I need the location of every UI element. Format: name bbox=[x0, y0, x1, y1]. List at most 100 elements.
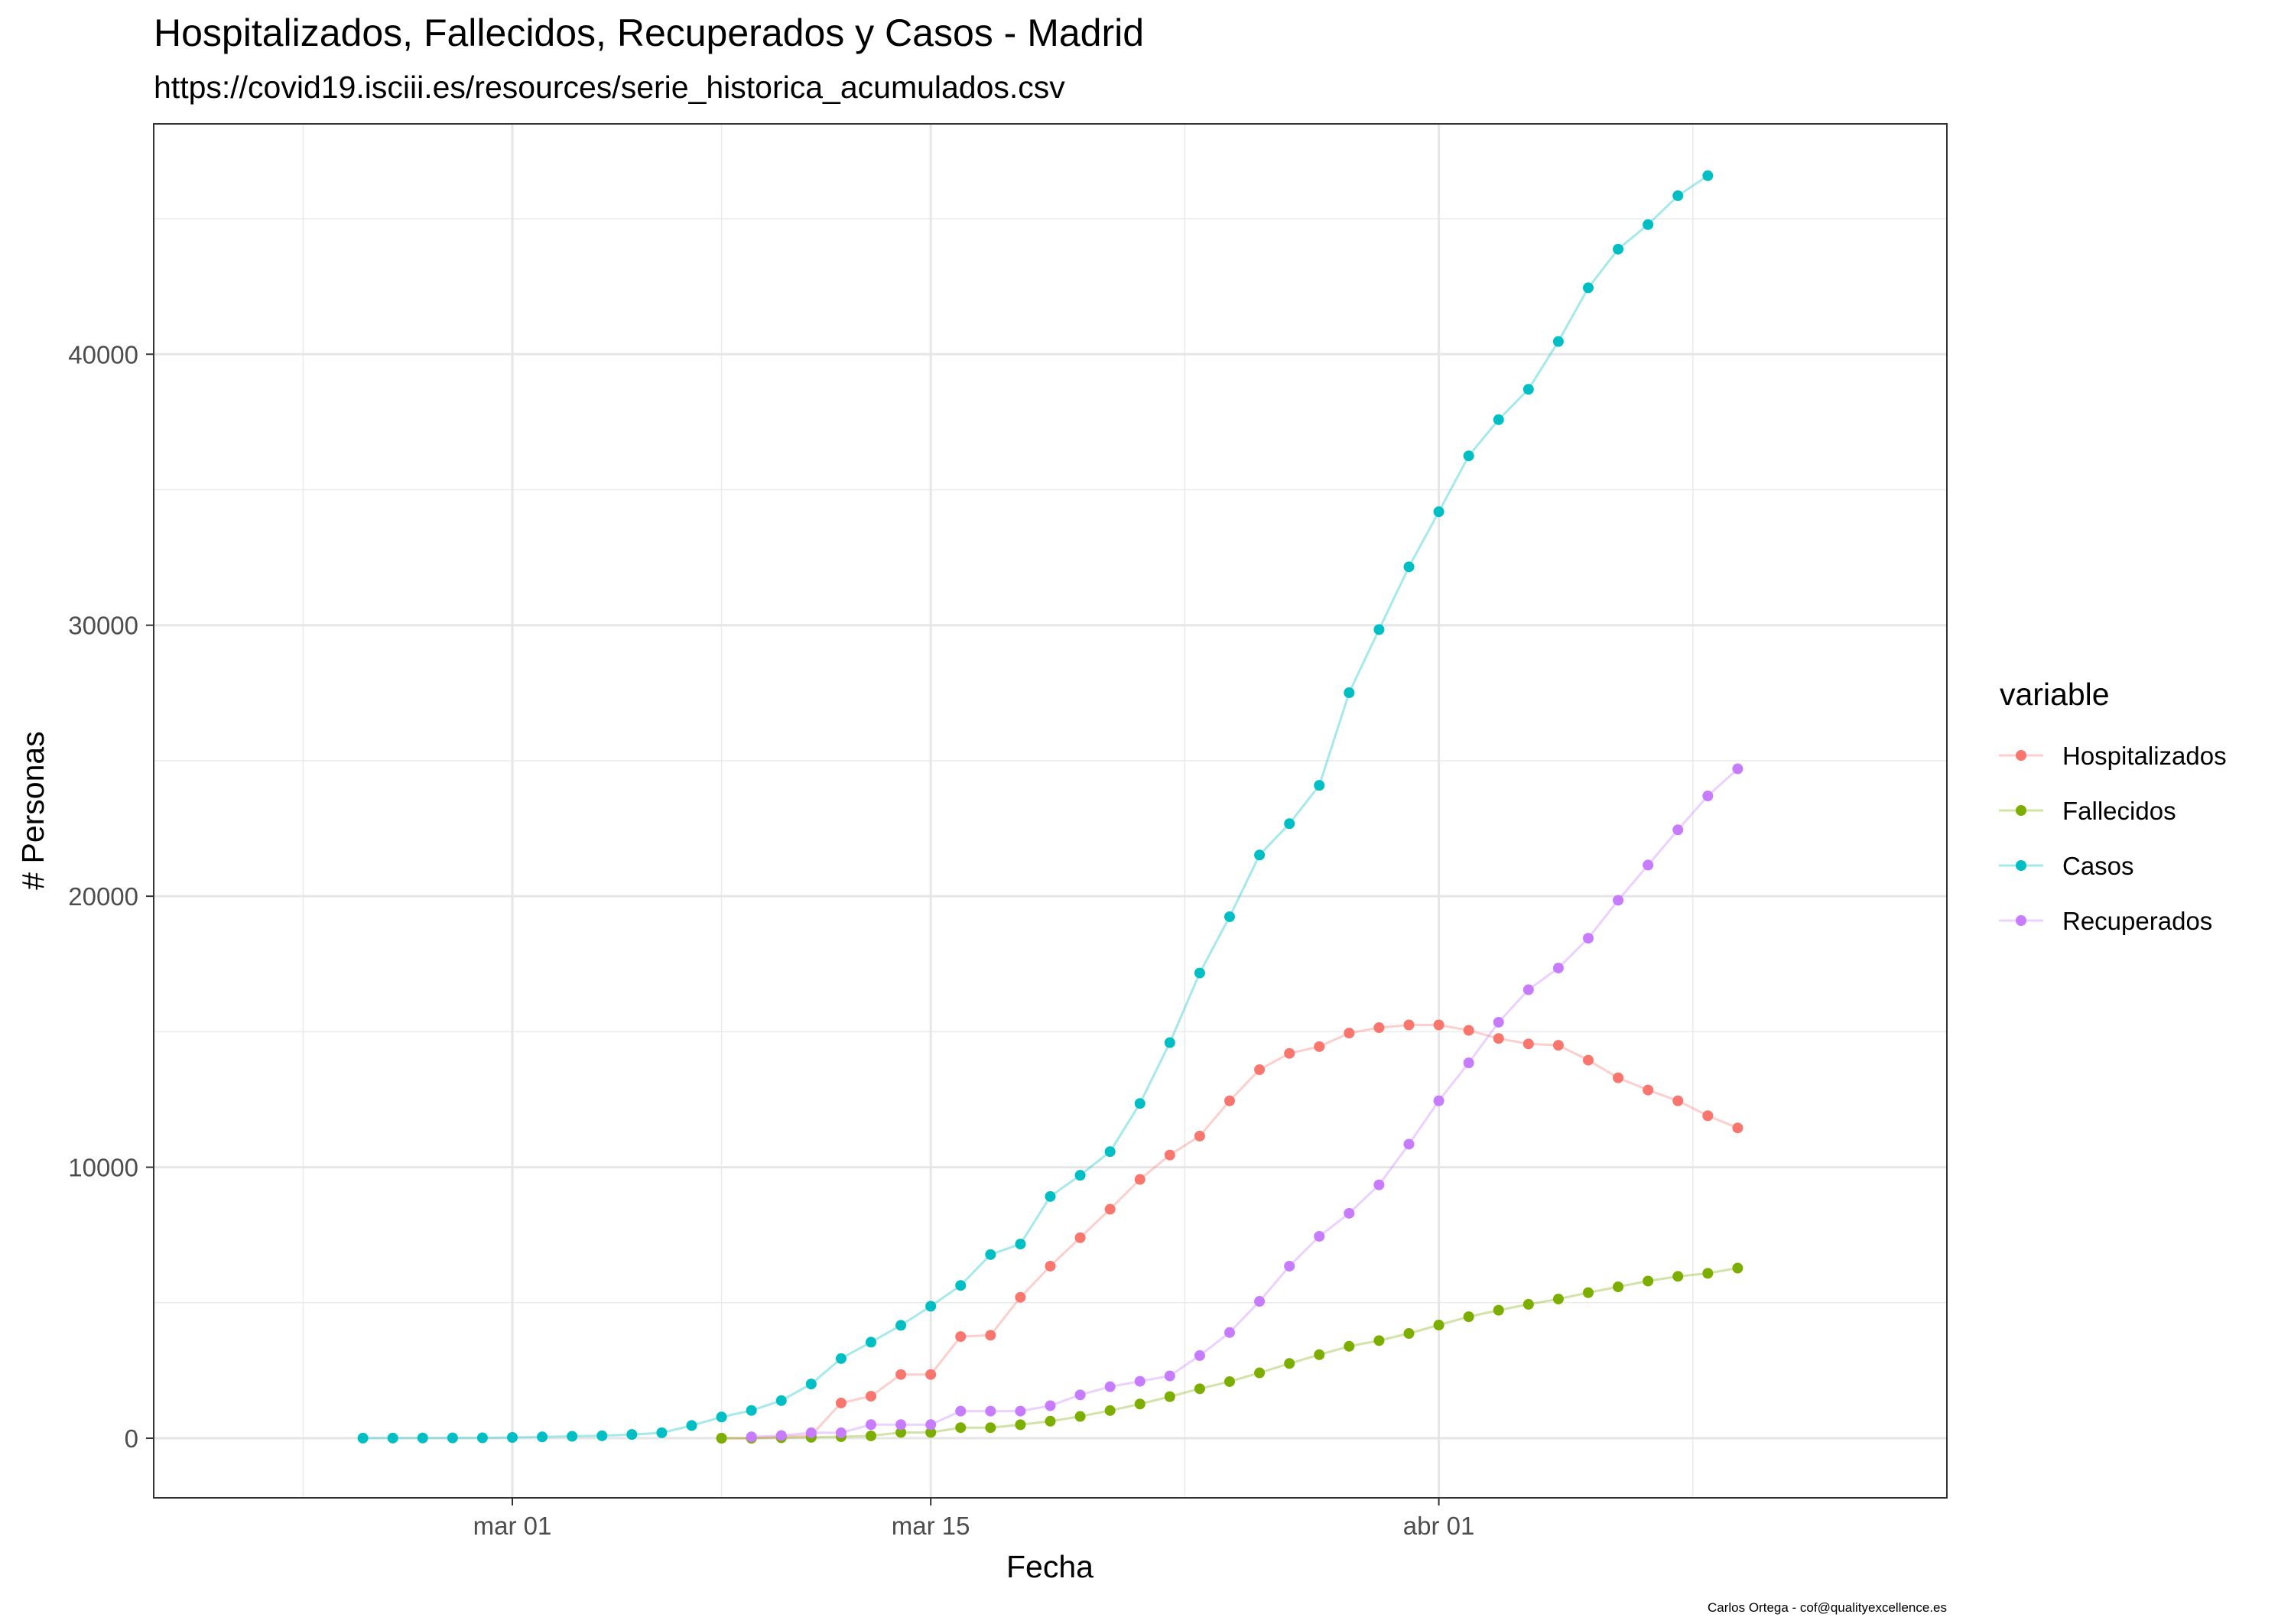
y-tick-label: 20000 bbox=[68, 882, 138, 911]
data-point-hospitalizados bbox=[1463, 1025, 1474, 1036]
data-point-recuperados bbox=[1104, 1381, 1116, 1392]
data-point-hospitalizados bbox=[1672, 1095, 1684, 1106]
data-point-casos bbox=[686, 1420, 697, 1431]
data-point-fallecidos bbox=[1284, 1358, 1295, 1369]
data-point-casos bbox=[1403, 561, 1415, 573]
data-point-hospitalizados bbox=[1015, 1291, 1026, 1303]
data-point-hospitalizados bbox=[1045, 1260, 1056, 1272]
x-axis: mar 01 mar 15 abr 01 bbox=[473, 1498, 1475, 1540]
data-point-casos bbox=[417, 1432, 428, 1444]
data-point-fallecidos bbox=[1433, 1320, 1444, 1331]
data-point-hospitalizados bbox=[985, 1330, 996, 1341]
data-point-casos bbox=[1643, 219, 1654, 230]
data-point-recuperados bbox=[1344, 1207, 1355, 1219]
data-point-hospitalizados bbox=[1702, 1110, 1714, 1122]
legend: variable Hospitalizados Fallecidos Casos Re… bbox=[1999, 677, 2227, 935]
data-point-recuperados bbox=[1493, 1016, 1504, 1028]
series-line-recuperados bbox=[751, 768, 1739, 1438]
data-point-hospitalizados bbox=[955, 1331, 967, 1343]
data-point-casos bbox=[476, 1432, 488, 1444]
series-line-casos bbox=[362, 174, 1709, 1440]
data-point-casos bbox=[1045, 1190, 1056, 1202]
data-point-recuperados bbox=[1074, 1389, 1086, 1401]
x-tick-label: abr 01 bbox=[1403, 1512, 1475, 1540]
data-point-hospitalizados bbox=[1194, 1130, 1205, 1142]
data-point-fallecidos bbox=[1104, 1405, 1116, 1416]
data-point-casos bbox=[596, 1430, 608, 1441]
y-tick-label: 40000 bbox=[68, 340, 138, 369]
data-point-fallecidos bbox=[1552, 1293, 1564, 1304]
data-point-casos bbox=[895, 1320, 907, 1331]
data-point-recuperados bbox=[1403, 1138, 1415, 1150]
data-point-recuperados bbox=[1433, 1095, 1444, 1106]
y-tick-label: 0 bbox=[125, 1424, 138, 1453]
data-point-casos bbox=[357, 1432, 369, 1444]
data-point-casos bbox=[1552, 336, 1564, 347]
data-point-fallecidos bbox=[1583, 1287, 1594, 1298]
data-point-hospitalizados bbox=[1493, 1033, 1504, 1044]
data-point-hospitalizados bbox=[1433, 1019, 1444, 1031]
x-tick-label: mar 15 bbox=[892, 1512, 970, 1540]
data-point-recuperados bbox=[1702, 791, 1714, 802]
data-point-hospitalizados bbox=[1314, 1041, 1325, 1052]
data-point-fallecidos bbox=[1702, 1268, 1714, 1279]
data-point-casos bbox=[1583, 282, 1594, 294]
data-point-recuperados bbox=[1643, 859, 1654, 871]
legend-label-recuperados: Recuperados bbox=[2062, 907, 2212, 935]
data-point-fallecidos bbox=[1643, 1275, 1654, 1287]
data-point-hospitalizados bbox=[1373, 1022, 1385, 1034]
data-point-fallecidos bbox=[1672, 1271, 1684, 1282]
data-point-fallecidos bbox=[1045, 1415, 1056, 1427]
data-point-hospitalizados bbox=[895, 1369, 907, 1380]
grid-major bbox=[154, 124, 1947, 1498]
data-point-casos bbox=[1463, 450, 1474, 462]
data-point-casos bbox=[1164, 1037, 1175, 1048]
data-point-fallecidos bbox=[1613, 1281, 1624, 1293]
data-point-fallecidos bbox=[925, 1427, 937, 1438]
data-point-recuperados bbox=[985, 1405, 996, 1417]
data-point-hospitalizados bbox=[1164, 1149, 1175, 1161]
data-point-recuperados bbox=[955, 1405, 967, 1417]
data-point-hospitalizados bbox=[1403, 1019, 1415, 1031]
x-tick-label: mar 01 bbox=[473, 1512, 552, 1540]
legend-point-fallecidos bbox=[2016, 805, 2026, 816]
data-point-hospitalizados bbox=[1643, 1084, 1654, 1096]
data-point-casos bbox=[716, 1411, 727, 1423]
data-point-recuperados bbox=[1314, 1230, 1325, 1242]
legend-label-fallecidos: Fallecidos bbox=[2062, 797, 2176, 825]
data-point-casos bbox=[775, 1395, 787, 1406]
data-point-casos bbox=[805, 1379, 817, 1390]
data-point-hospitalizados bbox=[1104, 1203, 1116, 1215]
data-point-casos bbox=[567, 1431, 578, 1442]
data-point-fallecidos bbox=[985, 1422, 996, 1434]
data-point-casos bbox=[537, 1431, 548, 1443]
data-point-recuperados bbox=[775, 1430, 787, 1441]
data-point-hospitalizados bbox=[1134, 1174, 1145, 1185]
data-point-casos bbox=[1373, 624, 1385, 635]
series-points bbox=[357, 170, 1743, 1444]
data-point-casos bbox=[626, 1429, 638, 1440]
data-point-casos bbox=[1433, 506, 1444, 518]
data-point-hospitalizados bbox=[1074, 1232, 1086, 1243]
data-point-casos bbox=[1254, 849, 1266, 861]
y-axis-title: # Personas bbox=[15, 731, 50, 889]
data-point-fallecidos bbox=[1074, 1411, 1086, 1422]
data-point-hospitalizados bbox=[835, 1397, 847, 1408]
chart-title: Hospitalizados, Fallecidos, Recuperados … bbox=[154, 11, 1144, 54]
legend-title: variable bbox=[2000, 677, 2110, 712]
caption: Carlos Ortega - cof@qualityexcellence.es bbox=[1708, 1600, 1947, 1615]
data-point-casos bbox=[1015, 1239, 1026, 1250]
data-point-recuperados bbox=[1583, 933, 1594, 944]
data-point-recuperados bbox=[746, 1431, 757, 1443]
data-point-recuperados bbox=[835, 1427, 847, 1438]
y-axis: 0 10000 20000 30000 40000 bbox=[68, 340, 154, 1453]
plot-panel-border bbox=[153, 123, 1948, 1499]
data-point-recuperados bbox=[925, 1419, 937, 1431]
data-point-hospitalizados bbox=[1224, 1095, 1235, 1106]
data-point-recuperados bbox=[1164, 1370, 1175, 1382]
data-point-casos bbox=[1134, 1098, 1145, 1109]
data-point-fallecidos bbox=[1254, 1367, 1266, 1379]
data-point-recuperados bbox=[1194, 1350, 1205, 1361]
data-point-hospitalizados bbox=[1552, 1040, 1564, 1051]
